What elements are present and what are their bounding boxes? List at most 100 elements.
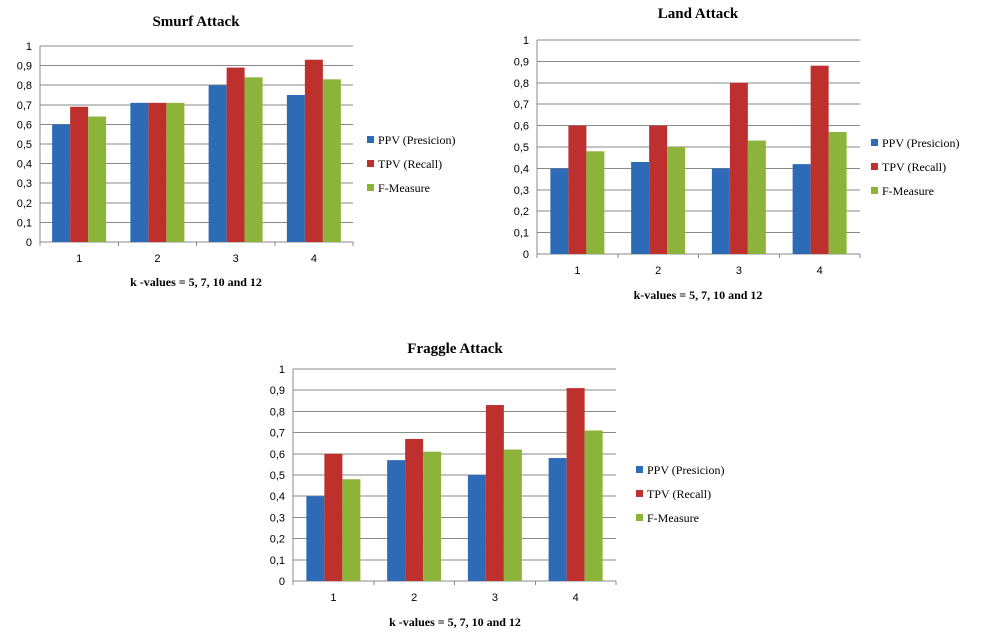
y-tick-label: 0,5 — [270, 470, 285, 482]
x-tick-label: 3 — [233, 253, 239, 265]
bar-f-measure — [503, 449, 522, 581]
y-tick-label: 0,5 — [514, 142, 529, 154]
legend-label: PPV (Presicion) — [378, 133, 455, 147]
legend-label: F-Measure — [882, 184, 934, 198]
x-tick-label: 1 — [330, 592, 336, 604]
chart-3: Fraggle Attack 0 0,1 0,2 0,3 0,4 0,5 0,6 0,7 0,8 0… — [270, 341, 725, 629]
chart-1: Smurf Attack 0 0,1 0,2 0,3 0,4 0,5 0,6 0,7 0,8 0,9… — [17, 14, 456, 289]
x-tick-label: 2 — [411, 592, 417, 604]
y-tick-label: 0,8 — [17, 80, 32, 92]
legend-label: F-Measure — [378, 181, 430, 195]
y-tick-label: 0,3 — [514, 185, 529, 197]
y-tick-label: 0,9 — [270, 385, 285, 397]
legend-swatch — [871, 163, 878, 170]
bar-tpv — [405, 438, 424, 581]
bar-f-measure — [586, 151, 605, 254]
legend-swatch — [636, 514, 643, 521]
bar-tpv — [70, 106, 89, 242]
x-tick-label: 3 — [736, 265, 742, 277]
legend-swatch — [871, 139, 878, 146]
bar-f-measure — [667, 147, 686, 254]
y-tick-label: 0,6 — [514, 121, 529, 133]
y-tick-label: 0,8 — [514, 78, 529, 90]
y-tick-label: 0,8 — [270, 406, 285, 418]
legend-swatch — [871, 187, 878, 194]
x-axis-label: k -values = 5, 7, 10 and 12 — [130, 275, 262, 289]
bar-tpv — [304, 59, 323, 242]
y-tick-label: 0,2 — [270, 534, 285, 546]
y-tick-label: 0,7 — [270, 428, 285, 440]
y-tick-label: 0,9 — [17, 61, 32, 73]
legend-label: TPV (Recall) — [882, 160, 946, 174]
bar-f-measure — [584, 430, 603, 581]
legend-swatch — [636, 466, 643, 473]
legend-label: F-Measure — [647, 511, 699, 525]
bar-ppv — [208, 85, 227, 242]
y-tick-label: 0,2 — [514, 206, 529, 218]
bar-f-measure — [244, 77, 263, 242]
y-tick-label: 0 — [26, 237, 32, 249]
chart-title: Smurf Attack — [152, 14, 240, 30]
bar-tpv — [148, 102, 167, 242]
legend: PPV (Presicion) TPV (Recall) F-Measure — [367, 133, 455, 195]
bar-tpv — [566, 388, 585, 581]
bar-f-measure — [88, 116, 107, 242]
legend-label: TPV (Recall) — [647, 487, 711, 501]
bar-ppv — [52, 124, 71, 242]
x-tick-label: 4 — [817, 265, 823, 277]
bar-ppv — [550, 168, 569, 254]
x-tick-label: 4 — [573, 592, 579, 604]
x-tick-label: 1 — [76, 253, 82, 265]
y-tick-label: 0,1 — [514, 228, 529, 240]
x-axis-label: k-values = 5, 7, 10 and 12 — [634, 288, 763, 302]
bar-ppv — [467, 475, 486, 581]
y-tick-label: 0,7 — [17, 100, 32, 112]
y-tick-label: 0,4 — [17, 159, 32, 171]
bar-ppv — [130, 102, 149, 242]
bar-ppv — [306, 496, 325, 581]
y-tick-label: 0,4 — [270, 491, 285, 503]
bar-ppv — [286, 95, 305, 242]
bar-tpv — [568, 125, 587, 254]
bar-f-measure — [322, 79, 341, 242]
x-axis-label: k -values = 5, 7, 10 and 12 — [389, 615, 521, 629]
bar-tpv — [226, 67, 245, 242]
x-tick-label: 3 — [492, 592, 498, 604]
x-tick-label: 1 — [574, 265, 580, 277]
y-tick-label: 0,9 — [514, 56, 529, 68]
bar-tpv — [485, 405, 504, 581]
y-tick-label: 0,2 — [17, 198, 32, 210]
bar-f-measure — [342, 479, 361, 581]
y-tick-label: 1 — [279, 364, 285, 376]
legend-label: PPV (Presicion) — [882, 136, 959, 150]
y-tick-label: 0,4 — [514, 163, 529, 175]
y-tick-label: 0,7 — [514, 99, 529, 111]
bar-ppv — [548, 458, 567, 581]
bar-f-measure — [423, 451, 442, 581]
y-tick-label: 0 — [523, 249, 529, 261]
x-tick-label: 2 — [154, 253, 160, 265]
legend: PPV (Presicion) TPV (Recall) F-Measure — [871, 136, 959, 198]
bar-f-measure — [166, 102, 185, 242]
legend-swatch — [367, 136, 374, 143]
chart-2: Land Attack 0 0,1 0,2 0,3 0,4 0,5 0,6 0,7 0,8 0,9 1… — [514, 6, 960, 302]
bar-ppv — [387, 460, 406, 581]
legend-swatch — [367, 184, 374, 191]
chart-title: Fraggle Attack — [407, 341, 503, 357]
y-tick-label: 0,5 — [17, 139, 32, 151]
chart-title: Land Attack — [658, 6, 739, 22]
legend-label: TPV (Recall) — [378, 157, 442, 171]
y-tick-label: 0,6 — [17, 119, 32, 131]
legend-swatch — [367, 160, 374, 167]
bar-ppv — [711, 168, 730, 254]
y-tick-label: 0,1 — [17, 217, 32, 229]
y-tick-label: 0 — [279, 576, 285, 588]
y-tick-label: 0,3 — [17, 178, 32, 190]
legend-swatch — [636, 490, 643, 497]
bar-tpv — [729, 82, 748, 254]
y-tick-label: 0,1 — [270, 555, 285, 567]
bar-f-measure — [828, 132, 847, 254]
bar-tpv — [649, 125, 668, 254]
x-tick-label: 2 — [655, 265, 661, 277]
